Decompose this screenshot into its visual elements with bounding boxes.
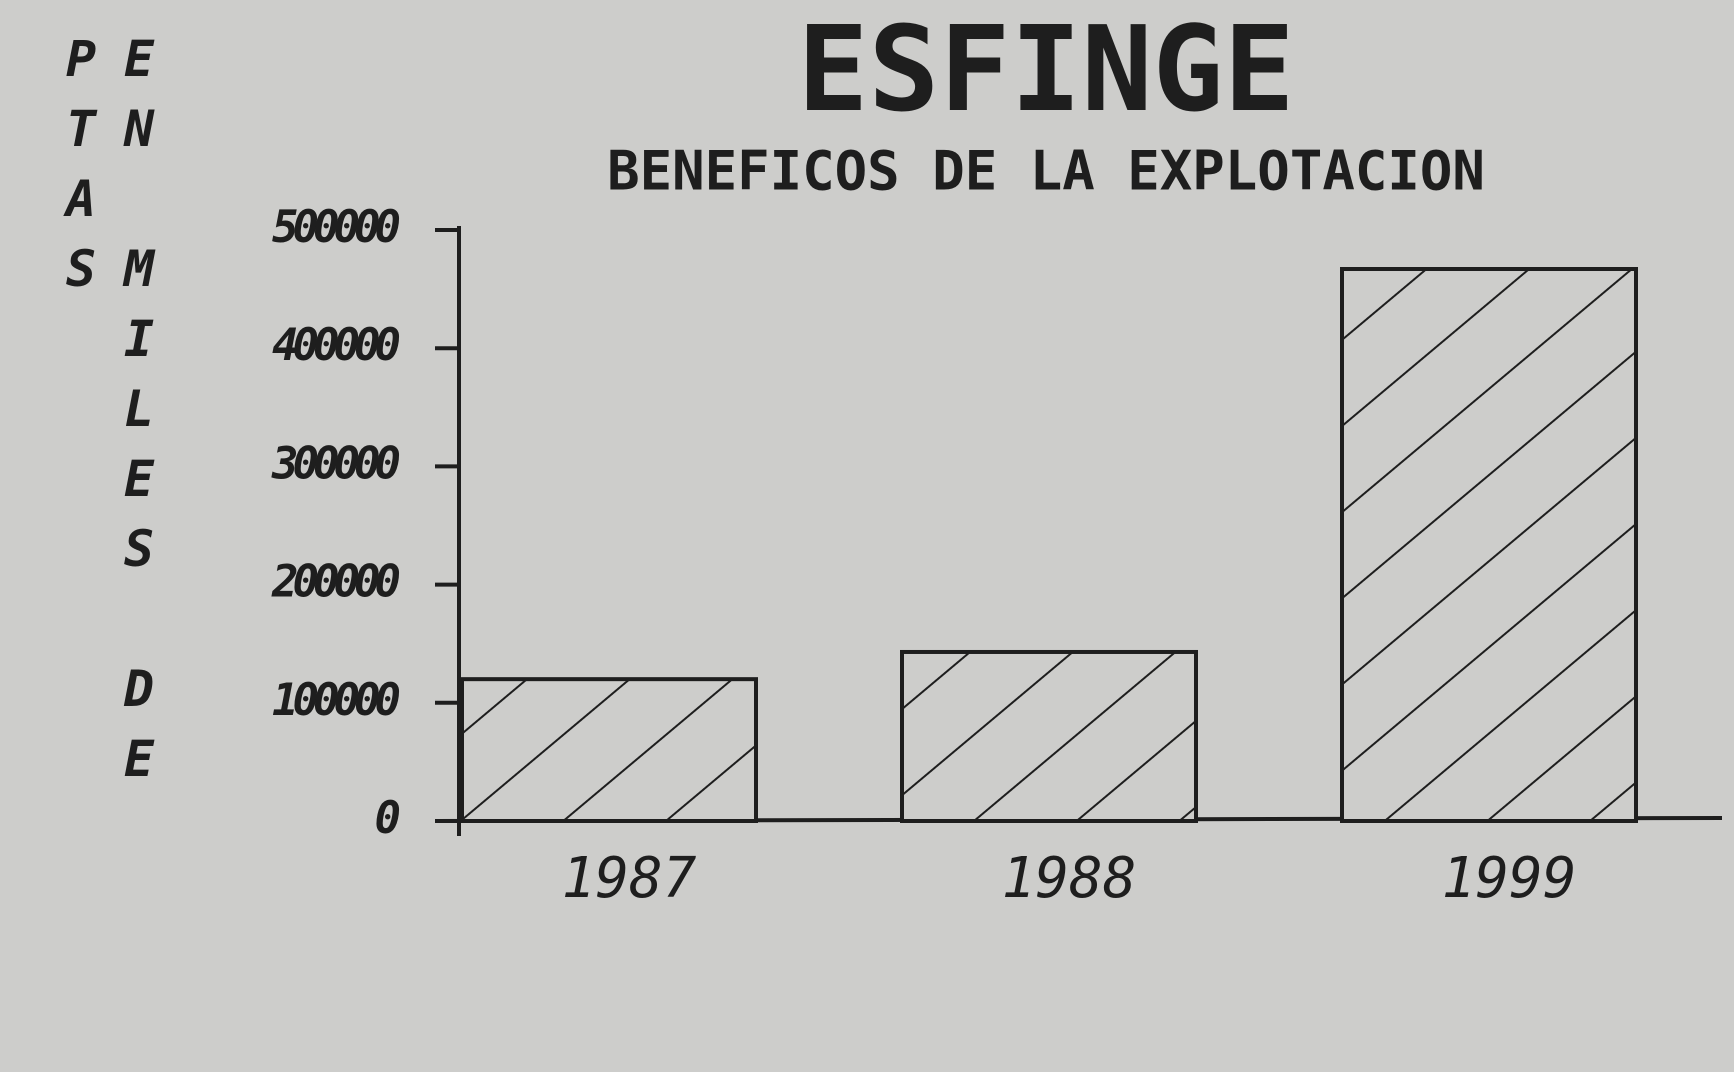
chart-subtitle: BENEFICOS DE LA EXPLOTACION xyxy=(607,140,1485,203)
x-tick-label: 1988 xyxy=(1002,846,1137,911)
x-tick-label: 1999 xyxy=(1442,846,1577,911)
x-tick-label: 1987 xyxy=(562,846,697,911)
y-tick-label: 400000 xyxy=(272,320,399,371)
y-tick-label: 300000 xyxy=(271,438,399,489)
y-tick-label: 100000 xyxy=(272,675,399,726)
chart-title: ESFINGE xyxy=(797,0,1294,138)
y-tick-label: 500000 xyxy=(272,202,399,253)
y-axis-label: EN MILES DE PTAS xyxy=(52,30,168,800)
bar xyxy=(1340,267,1638,824)
bar xyxy=(900,649,1198,823)
y-tick-label: 200000 xyxy=(271,557,399,608)
bar xyxy=(460,677,758,823)
y-tick-label: 0 xyxy=(375,793,400,844)
